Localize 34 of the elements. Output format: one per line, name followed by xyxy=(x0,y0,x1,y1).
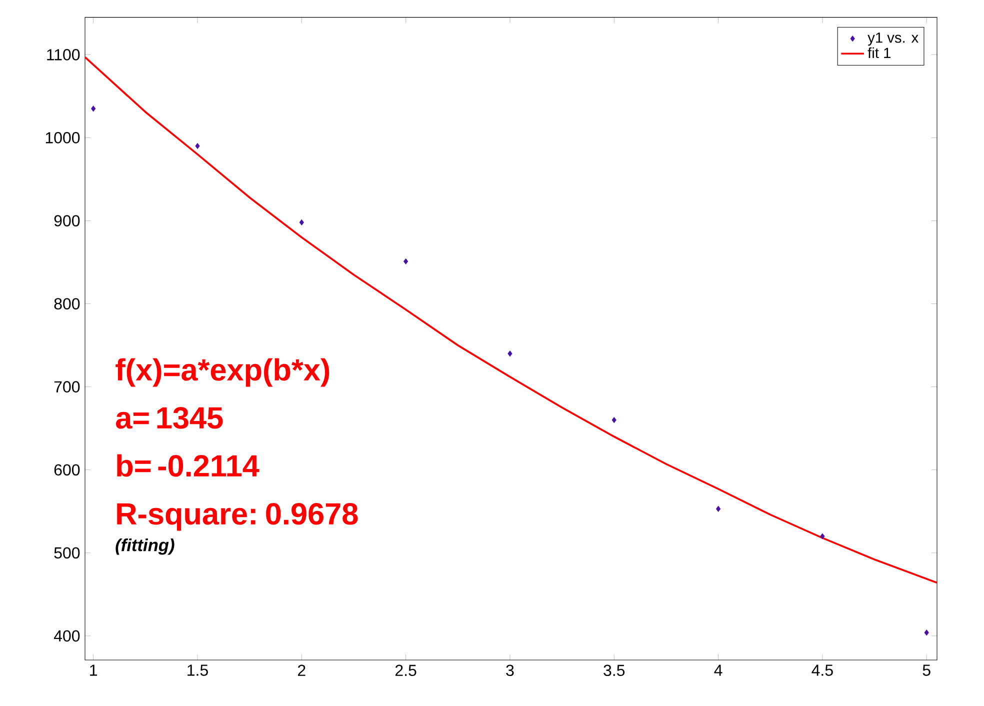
annotation: R-square: 0.9678 xyxy=(117,503,358,531)
x-tick-label: 4 xyxy=(714,664,722,676)
y-tick-label: 1100 xyxy=(47,49,80,60)
annotation: (fitting) xyxy=(116,538,174,555)
y-tick-label: 1000 xyxy=(46,132,80,144)
x-tick-label: 3.5 xyxy=(604,664,625,676)
y-tick-label: 400 xyxy=(54,630,80,642)
y-tick-label: 900 xyxy=(54,215,80,226)
point xyxy=(299,219,304,226)
line-series xyxy=(85,56,938,584)
y-tick-label: 600 xyxy=(54,464,80,476)
legend-label: fit 1 xyxy=(868,47,890,58)
x-tick-label: 3 xyxy=(506,664,514,676)
point xyxy=(91,106,96,112)
point xyxy=(820,533,825,540)
x-tick-label: 5 xyxy=(922,664,930,676)
y-tick-label: 700 xyxy=(54,381,80,392)
annotation: b= -0.2114 xyxy=(117,454,260,477)
point xyxy=(716,506,721,512)
x-tick-label: 1 xyxy=(90,664,97,676)
x-tick-label: 2.5 xyxy=(395,664,416,676)
y-tick-label: 800 xyxy=(54,298,80,310)
point xyxy=(195,143,200,149)
x-tick-label: 2 xyxy=(298,664,306,676)
x-tick-label: 4.5 xyxy=(812,664,833,676)
point xyxy=(404,258,408,264)
annotation: a= 1345 xyxy=(116,407,223,429)
annotation: f(x)=a*exp(b*x) xyxy=(116,358,330,387)
y-tick-label: 500 xyxy=(54,547,80,559)
point xyxy=(924,630,929,636)
point xyxy=(612,417,616,423)
point xyxy=(508,350,512,357)
legend-label: y1 vs. x xyxy=(868,32,918,46)
x-tick-label: 1.5 xyxy=(188,664,208,676)
